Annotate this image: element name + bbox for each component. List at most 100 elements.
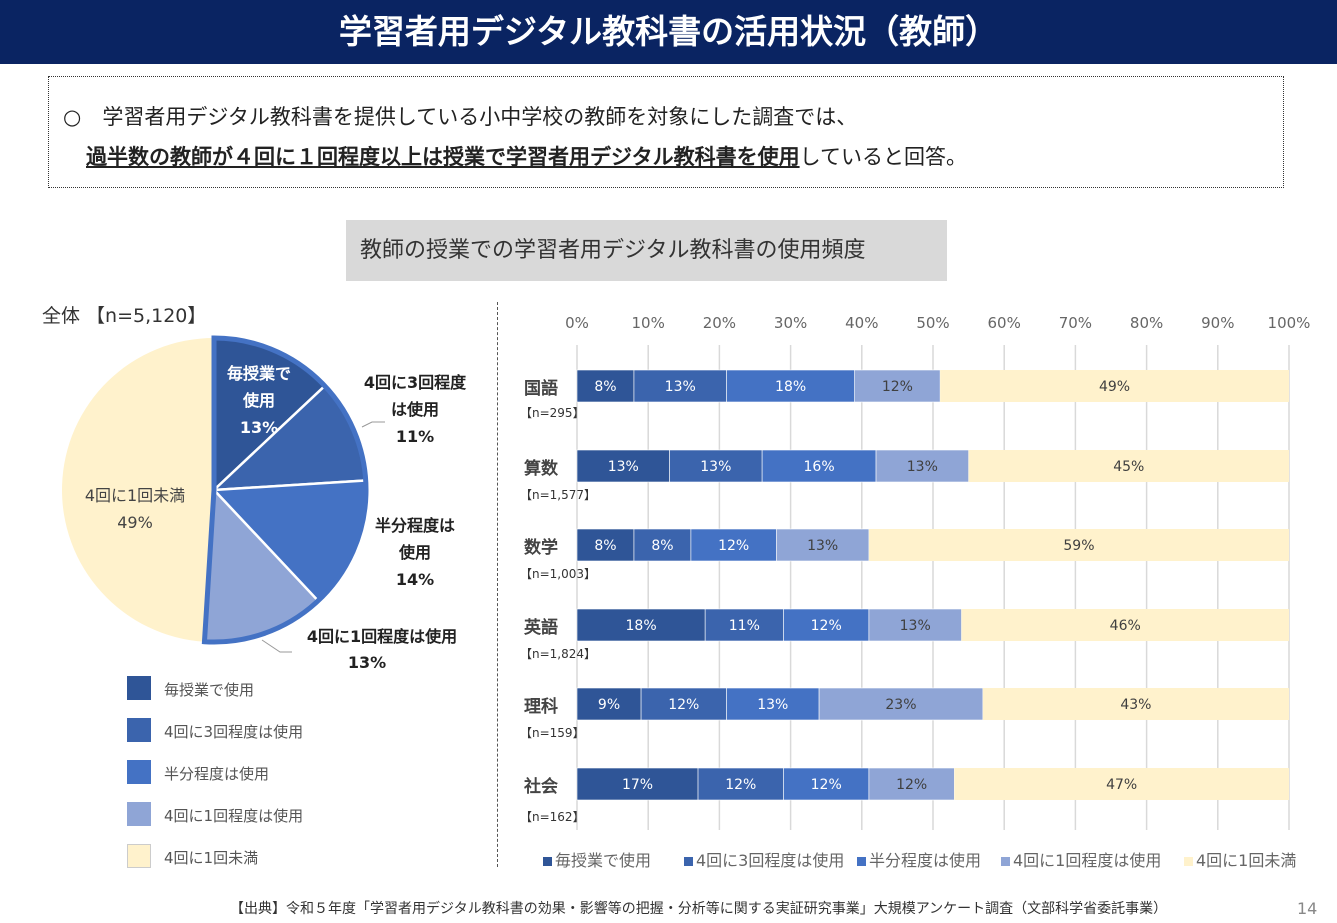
note-line-1: ○ 学習者用デジタル教科書を提供している小中学校の教師を対象にした調査では、: [63, 105, 858, 129]
bar-segment: [633, 369, 727, 403]
bar-segment: [868, 529, 1289, 561]
legend-label: 4回に1回程度は使用: [1013, 851, 1162, 870]
source-citation: 【出典】令和５年度「学習者用デジタル教科書の効果・影響等の把握・分析等に関する実…: [230, 901, 1168, 917]
bar-segment: [868, 608, 962, 642]
legend-label: 4回に1回程度は使用: [164, 807, 304, 825]
leader-line: [361, 421, 385, 428]
bar-data-label: 8%: [594, 379, 616, 395]
divider: [497, 302, 498, 867]
subject-label: 国語: [524, 379, 558, 399]
bar-data-label: 8%: [651, 538, 673, 554]
bar-data-label: 18%: [626, 618, 657, 634]
pie-chart: [61, 335, 385, 653]
sample-size-label: 【n=1,577】: [520, 488, 597, 502]
bar-segment: [783, 767, 870, 801]
subject-label: 数学: [524, 538, 558, 558]
subject-label: 理科: [524, 697, 558, 717]
legend-label: 半分程度は使用: [164, 765, 270, 783]
leader-line: [261, 639, 292, 653]
bar-segment: [576, 369, 635, 403]
bar-segment: [875, 449, 969, 483]
subject-label: 社会: [524, 777, 558, 797]
bar-data-label: 16%: [804, 459, 835, 475]
bar-data-label: 11%: [729, 618, 760, 634]
bar-data-label: 45%: [1113, 459, 1144, 475]
pie-legend-item: 4回に1回程度は使用: [127, 802, 427, 826]
bar-data-label: 12%: [725, 777, 756, 793]
bar-segment: [968, 450, 1289, 482]
pie-legend-item: 4回に1回未満: [127, 844, 427, 868]
bar-data-label: 12%: [811, 618, 842, 634]
bar-segment: [633, 528, 692, 562]
pie-label-3-of-4: 4回に3回程度 は使用 11%: [363, 373, 467, 446]
x-tick-label: 80%: [1129, 314, 1164, 332]
x-tick-label: 40%: [845, 314, 879, 332]
bar-segment: [576, 528, 635, 562]
bar-data-label: 9%: [598, 697, 620, 713]
bar-data-label: 13%: [907, 459, 938, 475]
note-rest: していると回答。: [799, 145, 967, 169]
legend-swatch: [1184, 857, 1193, 866]
bar-legend-item: 毎授業で使用: [543, 847, 651, 871]
bar-segment: [690, 528, 777, 562]
legend-label: 毎授業で使用: [555, 851, 652, 870]
bar-data-label: 12%: [882, 379, 913, 395]
legend-swatch: [543, 857, 552, 866]
pie-title: 全体 【n=5,120】: [42, 305, 207, 327]
x-tick-label: 10%: [631, 314, 665, 332]
sample-size-label: 【n=162】: [520, 810, 585, 824]
x-tick-label: 90%: [1201, 314, 1235, 332]
bar-segment: [783, 608, 870, 642]
x-tick-label: 30%: [773, 314, 808, 332]
bar-segment: [576, 687, 642, 721]
legend-swatch: [127, 802, 151, 826]
bar-data-label: 47%: [1106, 777, 1137, 793]
pie-label-every-class: 毎授業で 使用 13%: [226, 364, 291, 437]
legend-swatch: [127, 718, 151, 742]
chart-title: 教師の授業での学習者用デジタル教科書の使用頻度: [346, 220, 947, 281]
pie-label-less: 4回に1回未満 49%: [84, 486, 186, 532]
sample-size-label: 【n=1,003】: [520, 567, 597, 581]
legend-label: 4回に1回未満: [164, 849, 259, 867]
legend-swatch: [684, 857, 693, 866]
bar-data-label: 12%: [718, 538, 749, 554]
legend-label: 4回に3回程度は使用: [696, 851, 845, 870]
bar-segment: [818, 687, 984, 721]
bar-data-label: 13%: [700, 459, 731, 475]
bar-segment: [726, 369, 855, 403]
sample-size-label: 【n=159】: [520, 726, 585, 740]
bar-segment: [982, 688, 1289, 720]
bar-legend-item: 4回に3回程度は使用: [684, 847, 844, 871]
x-tick-label: 0%: [565, 314, 589, 332]
page-title: 学習者用デジタル教科書の活用状況（教師）: [0, 0, 1337, 64]
page-number: 14: [1297, 899, 1318, 918]
bar-segment: [940, 370, 1289, 402]
bar-data-label: 13%: [900, 618, 931, 634]
bar-segment: [776, 528, 870, 562]
x-tick-label: 60%: [987, 314, 1021, 332]
subject-label: 算数: [524, 459, 558, 479]
bar-segment: [961, 609, 1289, 641]
pie-label-1-of-4: 4回に1回程度は使用 13%: [306, 627, 458, 672]
bar-data-label: 12%: [896, 777, 927, 793]
bar-data-label: 17%: [622, 777, 653, 793]
pie-slice-less: [61, 338, 214, 642]
bar-segment: [761, 449, 877, 483]
legend-swatch: [1001, 857, 1010, 866]
legend-label: 半分程度は使用: [869, 851, 982, 870]
legend-label: 4回に1回未満: [1196, 851, 1297, 870]
bar-segment: [726, 687, 820, 721]
bar-segment: [640, 687, 727, 721]
bar-data-label: 12%: [811, 777, 842, 793]
bar-data-label: 23%: [885, 697, 916, 713]
legend-swatch: [127, 676, 151, 700]
bar-legend-item: 半分程度は使用: [857, 847, 981, 871]
bar-data-label: 59%: [1063, 538, 1094, 554]
pie-highlight-outline: [201, 335, 369, 645]
bar-segment: [576, 767, 699, 801]
sample-size-label: 【n=1,824】: [520, 647, 597, 661]
x-tick-label: 70%: [1058, 314, 1093, 332]
note-emphasis: 過半数の教師が４回に１回程度以上は授業で学習者用デジタル教科書を使用: [86, 145, 800, 169]
pie-legend-item: 毎授業で使用: [127, 676, 427, 700]
